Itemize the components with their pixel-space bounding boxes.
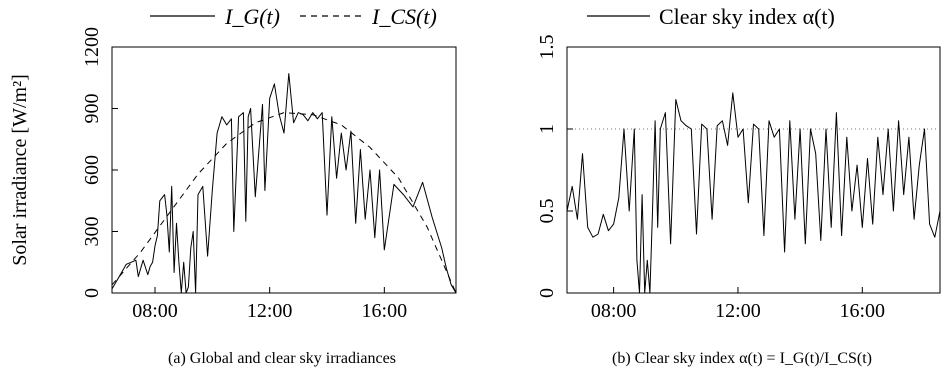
y-tick-label: 1.5 [536, 35, 558, 60]
panel-a-series-group [111, 73, 457, 294]
y-tick-label: 1 [536, 124, 558, 134]
x-tick-label: 12:00 [715, 300, 761, 322]
panel-a-y-ticks: 0 300 600 900 1200 [81, 27, 118, 298]
series-line-secondary [111, 112, 457, 294]
y-tick-label: 1200 [81, 27, 103, 67]
x-tick-label: 16:00 [840, 300, 886, 322]
panel-b-y-ticks: 0 0.5 1 1.5 [536, 35, 573, 298]
panel-b-clear-sky-index-chart: 0 0.5 1 1.5 08:00 12:00 16:00 [536, 35, 941, 322]
legend-label-alpha: Clear sky index α(t) [659, 4, 835, 29]
y-tick-label: 0.5 [536, 199, 558, 224]
legend-label-ics: I_CS(t) [371, 4, 437, 29]
y-tick-label: 600 [81, 155, 103, 185]
panel-a-plot-frame [111, 46, 457, 294]
y-tick-label: 0 [81, 288, 103, 298]
y-tick-label: 900 [81, 94, 103, 124]
x-tick-label: 08:00 [591, 300, 637, 322]
panel-a-legend: I_G(t) I_CS(t) [150, 4, 437, 29]
panel-a-y-axis-label: Solar irradiance [W/m²] [9, 74, 31, 265]
panel-a-x-ticks: 08:00 12:00 16:00 [132, 287, 407, 322]
legend-label-ig: I_G(t) [224, 4, 280, 29]
panel-b-plot-frame [566, 46, 941, 294]
panel-b-x-ticks: 08:00 12:00 16:00 [591, 287, 885, 322]
y-tick-label: 300 [81, 217, 103, 247]
x-tick-label: 08:00 [132, 300, 178, 322]
x-tick-label: 16:00 [362, 300, 408, 322]
panel-a-irradiance-chart: 0 300 600 900 1200 08:00 12:00 16:00 Solar irr… [9, 27, 457, 322]
panel-b-series-group [566, 92, 941, 294]
caption-b: (b) Clear sky index α(t) = I_G(t)/I_CS(t… [612, 350, 872, 367]
y-tick-label: 0 [536, 288, 558, 298]
panel-b-legend: Clear sky index α(t) [587, 4, 835, 29]
series-line-primary [566, 92, 941, 294]
series-line-primary [111, 73, 457, 294]
caption-a: (a) Global and clear sky irradiances [168, 350, 396, 367]
x-tick-label: 12:00 [247, 300, 293, 322]
